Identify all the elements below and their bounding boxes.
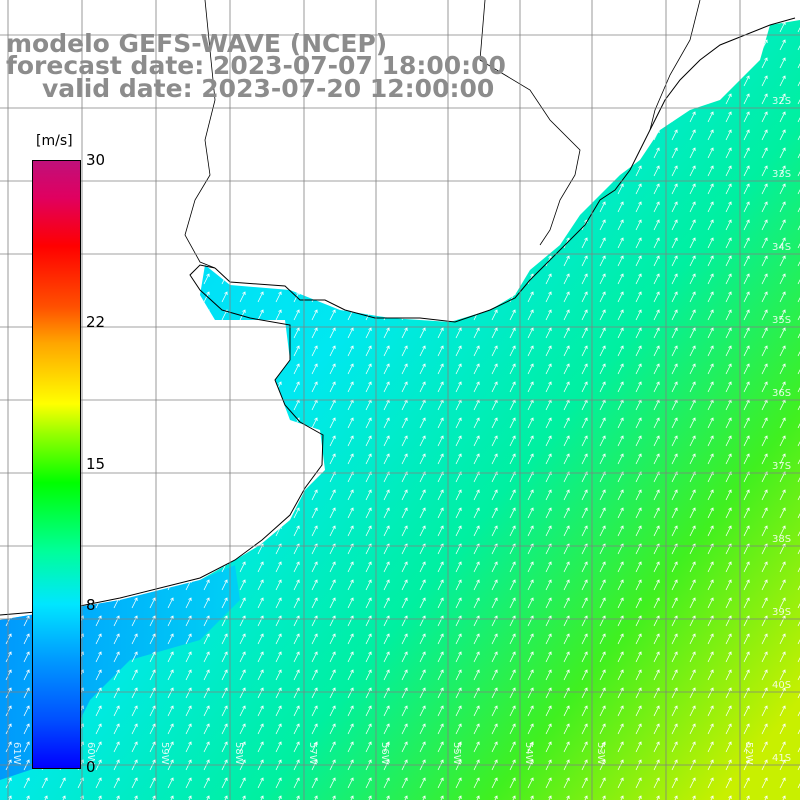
forecast-date: forecast date: 2023-07-07 18:00:00 [6, 51, 506, 80]
longitude-label: 55W [451, 742, 462, 765]
longitude-label: 52W [743, 742, 754, 765]
latitude-label: 33S [772, 169, 792, 180]
border-line-north [479, 0, 701, 246]
latitude-label: 40S [772, 680, 792, 691]
valid-date: valid date: 2023-07-20 12:00:00 [42, 74, 495, 103]
longitude-label: 54W [523, 742, 534, 765]
latitude-label: 34S [772, 242, 792, 253]
latitude-label: 39S [772, 607, 792, 618]
colorbar-tick-label: 8 [86, 596, 96, 615]
colorbar-unit: [m/s] [34, 133, 75, 149]
border-line [184, 0, 216, 269]
latitude-label: 41S [772, 753, 792, 764]
latitude-label: 35S [772, 315, 792, 326]
model-title: modelo GEFS-WAVE (NCEP) [6, 29, 388, 58]
colorbar-tick-label: 30 [86, 151, 106, 169]
latitude-label: 36S [772, 388, 792, 399]
longitude-label: 58W [233, 742, 244, 765]
longitude-label: 56W [379, 742, 390, 765]
longitude-label: 53W [595, 742, 606, 765]
coastline [0, 264, 324, 616]
colorbar [32, 160, 81, 769]
latitude-label: 38S [772, 534, 792, 545]
colorbar-tick-label: 15 [86, 454, 106, 473]
wind-arrows [0, 20, 800, 800]
longitude-label: 59W [159, 742, 170, 765]
coastline-uruguay [214, 17, 796, 323]
colorbar-tick-label: 0 [86, 758, 96, 776]
longitude-label: 57W [307, 742, 318, 765]
latitude-label: 32S [772, 96, 792, 107]
latitude-label: 37S [772, 461, 792, 472]
longitude-label: 61W [11, 742, 22, 765]
colorbar-tick-label: 22 [86, 312, 106, 331]
